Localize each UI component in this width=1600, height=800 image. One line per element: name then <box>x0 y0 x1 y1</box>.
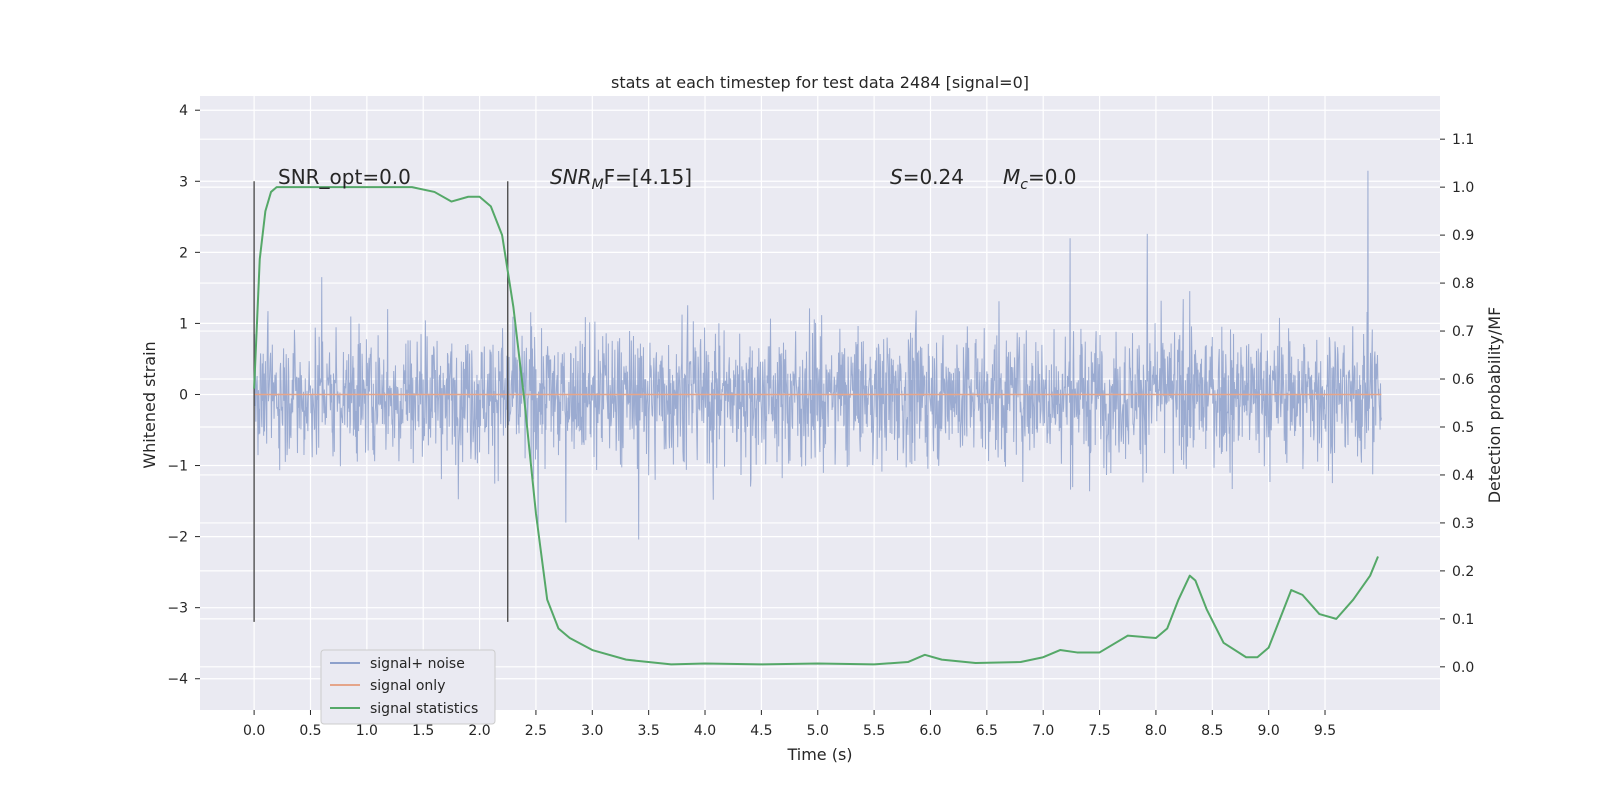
annotation-mc-subscript: c <box>1020 177 1028 193</box>
annotation-s-symbol: S <box>890 165 903 189</box>
series-signal-noise <box>253 170 1382 540</box>
annotation-mc-value: =0.0 <box>1028 165 1077 189</box>
x-tick-label: 7.5 <box>1088 723 1110 739</box>
vertical-markers <box>253 181 509 622</box>
y-tick-label: −2 <box>167 530 188 546</box>
y2-tick-label: 1.1 <box>1452 132 1474 148</box>
legend-box <box>320 649 496 725</box>
chart-title: stats at each timestep for test data 248… <box>611 73 1029 92</box>
noise-trace <box>253 170 1382 540</box>
x-tick-label: 5.0 <box>807 723 829 739</box>
x-tick-label: 9.5 <box>1314 723 1336 739</box>
y2-axis-label: Detection probability/MF <box>1485 307 1504 504</box>
legend: signal+ noise signal only signal statist… <box>320 649 496 725</box>
y2-tick-label: 0.6 <box>1452 372 1474 388</box>
annotation-snr-opt: SNR_opt=0.0 <box>278 165 411 189</box>
y-tick-label: −3 <box>167 601 188 617</box>
y2-tick-label: 0.0 <box>1452 660 1474 676</box>
x-tick-label: 4.5 <box>750 723 772 739</box>
x-tick-label: 3.0 <box>581 723 603 739</box>
y2-tick-label: 0.8 <box>1452 276 1474 292</box>
series-signal-statistics <box>253 186 1379 666</box>
legend-label-signal-statistics: signal statistics <box>370 701 478 717</box>
legend-label-signal-only: signal only <box>370 678 445 694</box>
x-tick-label: 8.5 <box>1201 723 1223 739</box>
x-tick-label: 1.0 <box>356 723 378 739</box>
x-tick-label: 4.0 <box>694 723 716 739</box>
legend-label-signal-noise: signal+ noise <box>370 656 465 672</box>
x-tick-label: 2.5 <box>525 723 547 739</box>
x-tick-label: 7.0 <box>1032 723 1054 739</box>
x-tick-label: 1.5 <box>412 723 434 739</box>
y2-tick-label: 0.5 <box>1452 420 1474 436</box>
x-axis-label: Time (s) <box>786 745 852 764</box>
y-tick-label: 3 <box>179 174 188 190</box>
y-tick-label: 0 <box>179 387 188 403</box>
y-axis-label: Whitened strain <box>140 341 159 468</box>
x-tick-label: 6.5 <box>976 723 998 739</box>
y-tick-label: 1 <box>179 316 188 332</box>
annotation-snr-mf: SNRMF=[4.15] <box>550 165 692 193</box>
statistics-line <box>253 186 1379 666</box>
y-tick-label: −1 <box>167 459 188 475</box>
x-tick-label: 2.0 <box>468 723 490 739</box>
y2-tick-label: 1.0 <box>1452 180 1474 196</box>
x-tick-label: 0.0 <box>243 723 265 739</box>
x-tick-label: 3.5 <box>638 723 660 739</box>
annotation-mc: Mc=0.0 <box>1003 165 1077 193</box>
annotation-snr-mf-value: F=[4.15] <box>604 165 692 189</box>
y-tick-label: −4 <box>167 672 188 688</box>
x-tick-labels: 0.0 0.5 1.0 1.5 2.0 2.5 3.0 3.5 4.0 4.5 5.0 5.5 6.0 6… <box>243 710 1336 739</box>
y2-tick-label: 0.7 <box>1452 324 1474 340</box>
y2-tick-label: 0.4 <box>1452 468 1474 484</box>
x-tick-label: 6.0 <box>919 723 941 739</box>
y2-tick-label: 0.1 <box>1452 612 1474 628</box>
annotation-mc-symbol: M <box>1003 165 1020 189</box>
y-tick-label: 2 <box>179 245 188 261</box>
annotation-s: S=0.24 <box>890 165 964 189</box>
y-tick-labels: 4 3 2 1 0 −1 −2 −3 −4 <box>167 103 200 688</box>
x-tick-label: 8.0 <box>1145 723 1167 739</box>
y2-tick-label: 0.2 <box>1452 564 1474 580</box>
y-tick-label: 4 <box>179 103 188 119</box>
x-tick-label: 0.5 <box>299 723 321 739</box>
y2-tick-label: 0.3 <box>1452 516 1474 532</box>
y2-tick-labels: 1.1 1.0 0.9 0.8 0.7 0.6 0.5 0.4 0.3 0.2 0.1 0.0 <box>1440 132 1474 676</box>
y2-tick-label: 0.9 <box>1452 228 1474 244</box>
annotation-snr-mf-symbol: SNR <box>550 165 592 189</box>
x-tick-label: 9.0 <box>1258 723 1280 739</box>
x-tick-label: 5.5 <box>863 723 885 739</box>
annotation-s-value: =0.24 <box>903 165 964 189</box>
annotation-snr-mf-subscript: M <box>592 177 604 193</box>
